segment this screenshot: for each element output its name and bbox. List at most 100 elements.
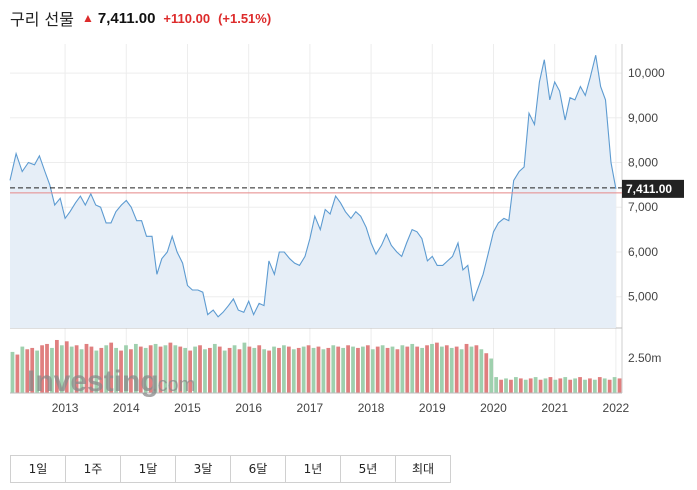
volume-bar	[474, 345, 479, 393]
volume-bar	[257, 345, 262, 393]
volume-bar	[548, 377, 553, 393]
volume-bar	[272, 346, 276, 393]
year-tick-label: 2018	[358, 401, 385, 415]
volume-bar	[607, 379, 612, 393]
volume-bar	[232, 345, 237, 393]
volume-bar	[104, 345, 109, 393]
volume-bar	[509, 379, 513, 393]
volume-bar	[208, 347, 212, 393]
price-change-percent: (+1.51%)	[218, 10, 272, 26]
volume-bar	[479, 349, 484, 393]
volume-bar	[311, 347, 316, 393]
volume-bar	[203, 349, 207, 393]
volume-bar	[499, 379, 503, 393]
volume-bar	[59, 345, 64, 393]
volume-bar	[444, 345, 449, 393]
volume-bar	[365, 345, 370, 393]
volume-bar	[183, 347, 188, 393]
volume-bar	[400, 345, 405, 393]
volume-bar	[291, 349, 296, 393]
volume-bar	[612, 377, 617, 393]
volume-bar	[84, 343, 89, 393]
volume-bar	[25, 349, 30, 393]
volume-bar	[528, 378, 533, 393]
volume-bar	[277, 347, 281, 393]
price-chart[interactable]: Investing .com 5,000 6,000 7,000 8,000 9,000…	[0, 0, 697, 450]
volume-bar	[301, 346, 306, 393]
volume-bar	[326, 347, 331, 393]
volume-bar	[370, 349, 375, 393]
volume-bar	[212, 343, 217, 393]
year-tick-label: 2016	[235, 401, 262, 415]
tab-1w[interactable]: 1주	[66, 456, 121, 482]
volume-bar	[168, 342, 173, 393]
volume-bar	[138, 346, 143, 393]
volume-bar	[40, 345, 44, 393]
volume-bar	[410, 343, 415, 393]
year-tick-label: 2021	[541, 401, 568, 415]
tab-5y[interactable]: 5년	[341, 456, 396, 482]
price-tick-label: 9,000	[628, 111, 658, 125]
tab-1m[interactable]: 1달	[121, 456, 176, 482]
price-tag: 7,411.00	[622, 179, 684, 198]
volume-bar	[64, 341, 69, 393]
volume-bar	[10, 351, 15, 393]
volume-bar	[153, 343, 158, 393]
volume-bar	[430, 343, 434, 393]
price-tick-label: 6,000	[628, 245, 658, 259]
volume-bars	[10, 339, 622, 394]
watermark-suffix: .com	[152, 374, 195, 396]
volume-bar	[439, 346, 444, 393]
volume-bar	[543, 378, 548, 393]
price-tick-label: 10,000	[628, 66, 665, 80]
year-tick-label: 2015	[174, 401, 201, 415]
volume-bar	[568, 379, 573, 393]
volume-bar	[114, 347, 118, 393]
volume-bar	[198, 345, 202, 393]
price-change: +110.00	[163, 10, 211, 26]
last-price: 7,411.00	[97, 9, 156, 27]
tab-1y[interactable]: 1년	[286, 456, 341, 482]
volume-bar	[45, 343, 49, 393]
volume-bar	[336, 346, 341, 393]
volume-bar	[321, 349, 326, 393]
tab-max[interactable]: 최대	[411, 462, 435, 476]
volume-bar	[124, 345, 128, 393]
volume-bar	[129, 349, 133, 393]
volume-bar	[578, 377, 582, 393]
volume-bar	[415, 346, 420, 393]
volume-bar	[282, 345, 286, 393]
volume-bar	[306, 345, 311, 393]
volume-bar	[553, 379, 558, 393]
volume-bar	[133, 343, 138, 393]
volume-bar	[74, 345, 79, 393]
volume-bar	[523, 379, 528, 393]
volume-bar	[222, 350, 227, 393]
volume-bar	[484, 353, 489, 393]
volume-bar	[267, 350, 271, 393]
volume-bar	[173, 345, 178, 393]
tab-1d[interactable]: 1일	[11, 456, 66, 482]
volume-bar	[583, 379, 587, 393]
volume-bar	[296, 347, 301, 393]
volume-bar	[449, 347, 454, 393]
volume-bar	[193, 346, 197, 393]
volume-bar	[20, 346, 25, 393]
year-tick-label: 2013	[52, 401, 79, 415]
volume-bar	[489, 358, 494, 393]
volume-bar	[514, 377, 518, 393]
volume-bar	[242, 342, 247, 393]
volume-bar	[69, 346, 74, 393]
volume-bar	[163, 345, 168, 393]
tab-3m[interactable]: 3달	[176, 456, 231, 482]
volume-bar	[148, 345, 153, 393]
volume-bar	[464, 343, 469, 393]
tab-6m[interactable]: 6달	[231, 456, 286, 482]
volume-bar	[425, 345, 429, 393]
volume-bar	[341, 347, 346, 393]
volume-bar	[459, 349, 464, 393]
volume-bar	[617, 378, 622, 393]
volume-bar	[375, 346, 380, 393]
year-tick-label: 2017	[297, 401, 324, 415]
volume-bar	[494, 377, 499, 393]
